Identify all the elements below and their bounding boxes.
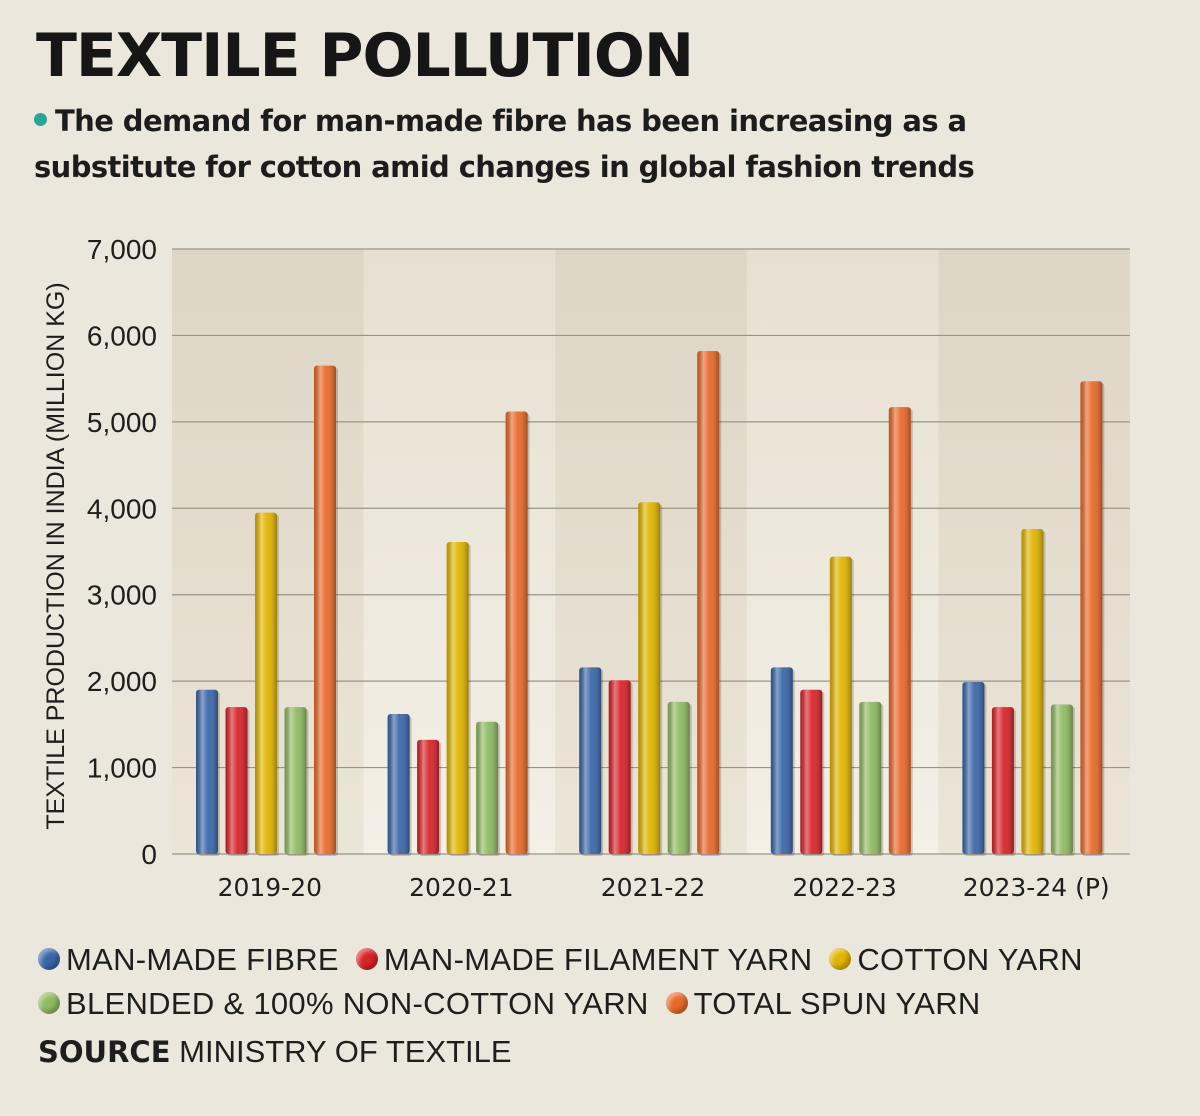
x-tick-label: 2022-23 [792,873,896,902]
bar [800,689,825,856]
legend-label: BLENDED & 100% NON-COTTON YARN [66,986,649,1021]
x-axis-ticks: 2019-20 2020-21 2021-22 2022-23 2023-24 (P) [218,873,1110,902]
legend-swatch-icon [665,991,688,1014]
chart-subtitle: The demand for man-made fibre has been i… [34,98,1114,190]
y-axis-ticks: 0 1,000 2,000 3,000 4,000 5,000 6,000 7,000 [87,234,157,870]
legend-item: BLENDED & 100% NON-COTTON YARN [38,986,657,1021]
bar [859,701,884,856]
bullet-icon [34,112,47,126]
bar-highlight [314,365,336,854]
x-tick-label: 2021-22 [601,873,705,902]
legend-label: MAN-MADE FILAMENT YARN [383,942,813,977]
bar-highlight [962,682,985,854]
legend-swatch-icon [829,947,852,970]
bar [579,667,604,856]
legend-swatch-icon [355,947,378,970]
bar-highlight [770,667,793,854]
bar [697,350,722,856]
source-line: SOURCE MINISTRY OF TEXTILE [38,1030,512,1074]
bar [1080,381,1105,856]
bar-highlight [1050,704,1073,854]
y-tick-label: 6,000 [87,320,157,351]
bar-highlight [1021,529,1044,854]
bar [446,541,471,856]
y-axis-label: TEXTILE PRODUCTION IN INDIA (MILLION KG) [42,282,70,829]
legend-item: MAN-MADE FILAMENT YARN [355,942,821,977]
source-label: SOURCE [38,1035,171,1069]
bar [829,556,854,856]
legend-label: TOTAL SPUN YARN [693,986,981,1021]
bar-highlight [579,667,602,854]
y-tick-label: 2,000 [87,666,157,697]
bar [505,411,530,856]
bar-highlight [697,350,720,854]
bar-chart: 0 1,000 2,000 3,000 4,000 5,000 6,000 7,000 201… [42,234,1130,902]
bar-highlight [991,707,1014,854]
x-tick-label: 2020-21 [409,873,513,902]
bar-highlight [476,721,499,854]
legend: MAN-MADE FIBRE MAN-MADE FILAMENT YARN CO… [38,938,1168,1026]
bar-highlight [387,713,410,854]
bar-highlight [829,556,852,854]
bar-highlight [196,689,218,854]
bar-highlight [608,680,631,854]
bar [476,721,501,856]
bar-highlight [859,701,882,854]
bar [962,682,987,856]
bar [1050,704,1075,856]
legend-swatch-icon [38,947,60,970]
x-tick-label: 2019-20 [218,873,322,902]
bar [1021,529,1046,856]
bars [196,350,1105,856]
bar-highlight [255,512,277,854]
x-tick-label: 2023-24 (P) [963,873,1110,902]
bar [255,512,279,856]
legend-swatch-icon [38,991,60,1014]
bar [608,680,633,856]
bar-highlight [667,701,690,854]
bar [888,407,913,856]
legend-item: COTTON YARN [829,942,1091,977]
legend-item: MAN-MADE FIBRE [38,942,347,977]
bar-highlight [1080,381,1103,854]
bar [667,701,692,856]
bar-highlight [225,707,248,854]
bar [196,689,220,856]
chart-title: TEXTILE POLLUTION [36,21,694,91]
bar [417,739,442,856]
y-tick-label: 0 [141,839,157,870]
y-tick-label: 3,000 [87,580,157,611]
bar-highlight [417,739,440,854]
bar-highlight [800,689,823,854]
bar [314,365,338,856]
bar [284,707,309,856]
bar-highlight [284,707,307,854]
bar [991,707,1016,856]
y-tick-label: 5,000 [87,407,157,438]
subtitle-text: The demand for man-made fibre has been i… [34,104,975,184]
bar [225,707,250,856]
bar [770,667,795,856]
bar-highlight [888,407,911,854]
y-tick-label: 4,000 [87,493,157,524]
source-text: MINISTRY OF TEXTILE [170,1034,512,1069]
bar [638,502,663,856]
y-tick-label: 7,000 [87,234,157,265]
bar [387,713,412,856]
legend-label: COTTON YARN [857,942,1083,977]
bar-highlight [446,541,469,854]
y-tick-label: 1,000 [87,753,157,784]
legend-item: TOTAL SPUN YARN [665,986,989,1021]
legend-label: MAN-MADE FIBRE [66,942,339,977]
bar-highlight [638,502,661,854]
bar-highlight [505,411,528,854]
